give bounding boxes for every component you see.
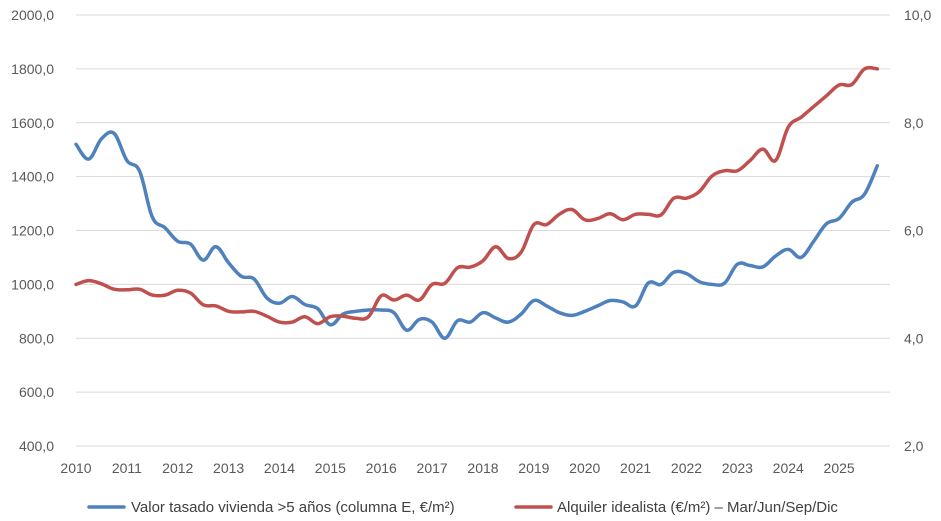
right-tick-label: 2,0 xyxy=(904,438,924,454)
x-tick-label: 2025 xyxy=(824,460,855,476)
series-line-valor-tasado xyxy=(74,130,880,341)
right-tick-label: 6,0 xyxy=(904,223,924,239)
x-tick-label: 2016 xyxy=(366,460,397,476)
series-lines xyxy=(74,65,880,341)
x-tick-label: 2017 xyxy=(417,460,448,476)
x-tick-label: 2019 xyxy=(518,460,549,476)
x-tick-label: 2022 xyxy=(671,460,702,476)
x-tick-label: 2023 xyxy=(722,460,753,476)
x-tick-label: 2014 xyxy=(264,460,295,476)
right-tick-label: 4,0 xyxy=(904,330,924,346)
x-tick-label: 2013 xyxy=(213,460,244,476)
x-axis-ticks: 2010 2011 2012 2013 2014 2015 2016 2017 2018 2019… xyxy=(60,460,854,476)
left-tick-label: 400,0 xyxy=(19,438,54,454)
x-tick-label: 2021 xyxy=(620,460,651,476)
left-tick-label: 1600,0 xyxy=(11,115,54,131)
x-tick-label: 2011 xyxy=(112,460,142,476)
x-tick-label: 2020 xyxy=(569,460,600,476)
legend-label: Alquiler idealista (€/m²) – Mar/Jun/Sep/… xyxy=(557,499,838,516)
left-tick-label: 1800,0 xyxy=(11,61,54,77)
right-axis-ticks: 2,0 4,0 6,0 8,0 10,0 xyxy=(904,7,931,454)
left-tick-label: 2000,0 xyxy=(11,7,54,23)
right-tick-label: 10,0 xyxy=(904,7,931,23)
left-tick-label: 1400,0 xyxy=(11,169,54,185)
legend-label: Valor tasado vivienda >5 años (columna E… xyxy=(131,499,455,516)
gridlines xyxy=(76,14,890,447)
left-tick-label: 600,0 xyxy=(19,384,54,400)
x-tick-label: 2018 xyxy=(467,460,498,476)
x-tick-label: 2024 xyxy=(773,460,804,476)
x-tick-label: 2012 xyxy=(162,460,193,476)
series-line-alquiler xyxy=(74,65,880,326)
left-tick-label: 800,0 xyxy=(19,330,54,346)
right-tick-label: 8,0 xyxy=(904,115,924,131)
left-tick-label: 1200,0 xyxy=(11,223,54,239)
x-tick-label: 2010 xyxy=(60,460,91,476)
left-axis-ticks: 400,0 600,0 800,0 1000,0 1200,0 1400,0 1600,0 1… xyxy=(11,7,54,454)
legend: Valor tasado vivienda >5 años (columna E… xyxy=(87,499,838,516)
x-tick-label: 2015 xyxy=(315,460,346,476)
left-tick-label: 1000,0 xyxy=(11,276,54,292)
